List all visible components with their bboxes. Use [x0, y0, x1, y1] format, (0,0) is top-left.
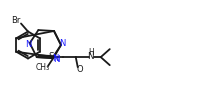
- Text: S: S: [48, 52, 53, 61]
- Text: N: N: [87, 52, 94, 61]
- Text: N: N: [59, 39, 65, 48]
- Text: H: H: [87, 48, 93, 57]
- Text: N: N: [53, 54, 59, 63]
- Text: Br: Br: [11, 16, 21, 25]
- Text: CH₃: CH₃: [36, 63, 50, 73]
- Text: N: N: [25, 40, 32, 49]
- Text: N: N: [52, 54, 58, 63]
- Text: O: O: [76, 65, 83, 74]
